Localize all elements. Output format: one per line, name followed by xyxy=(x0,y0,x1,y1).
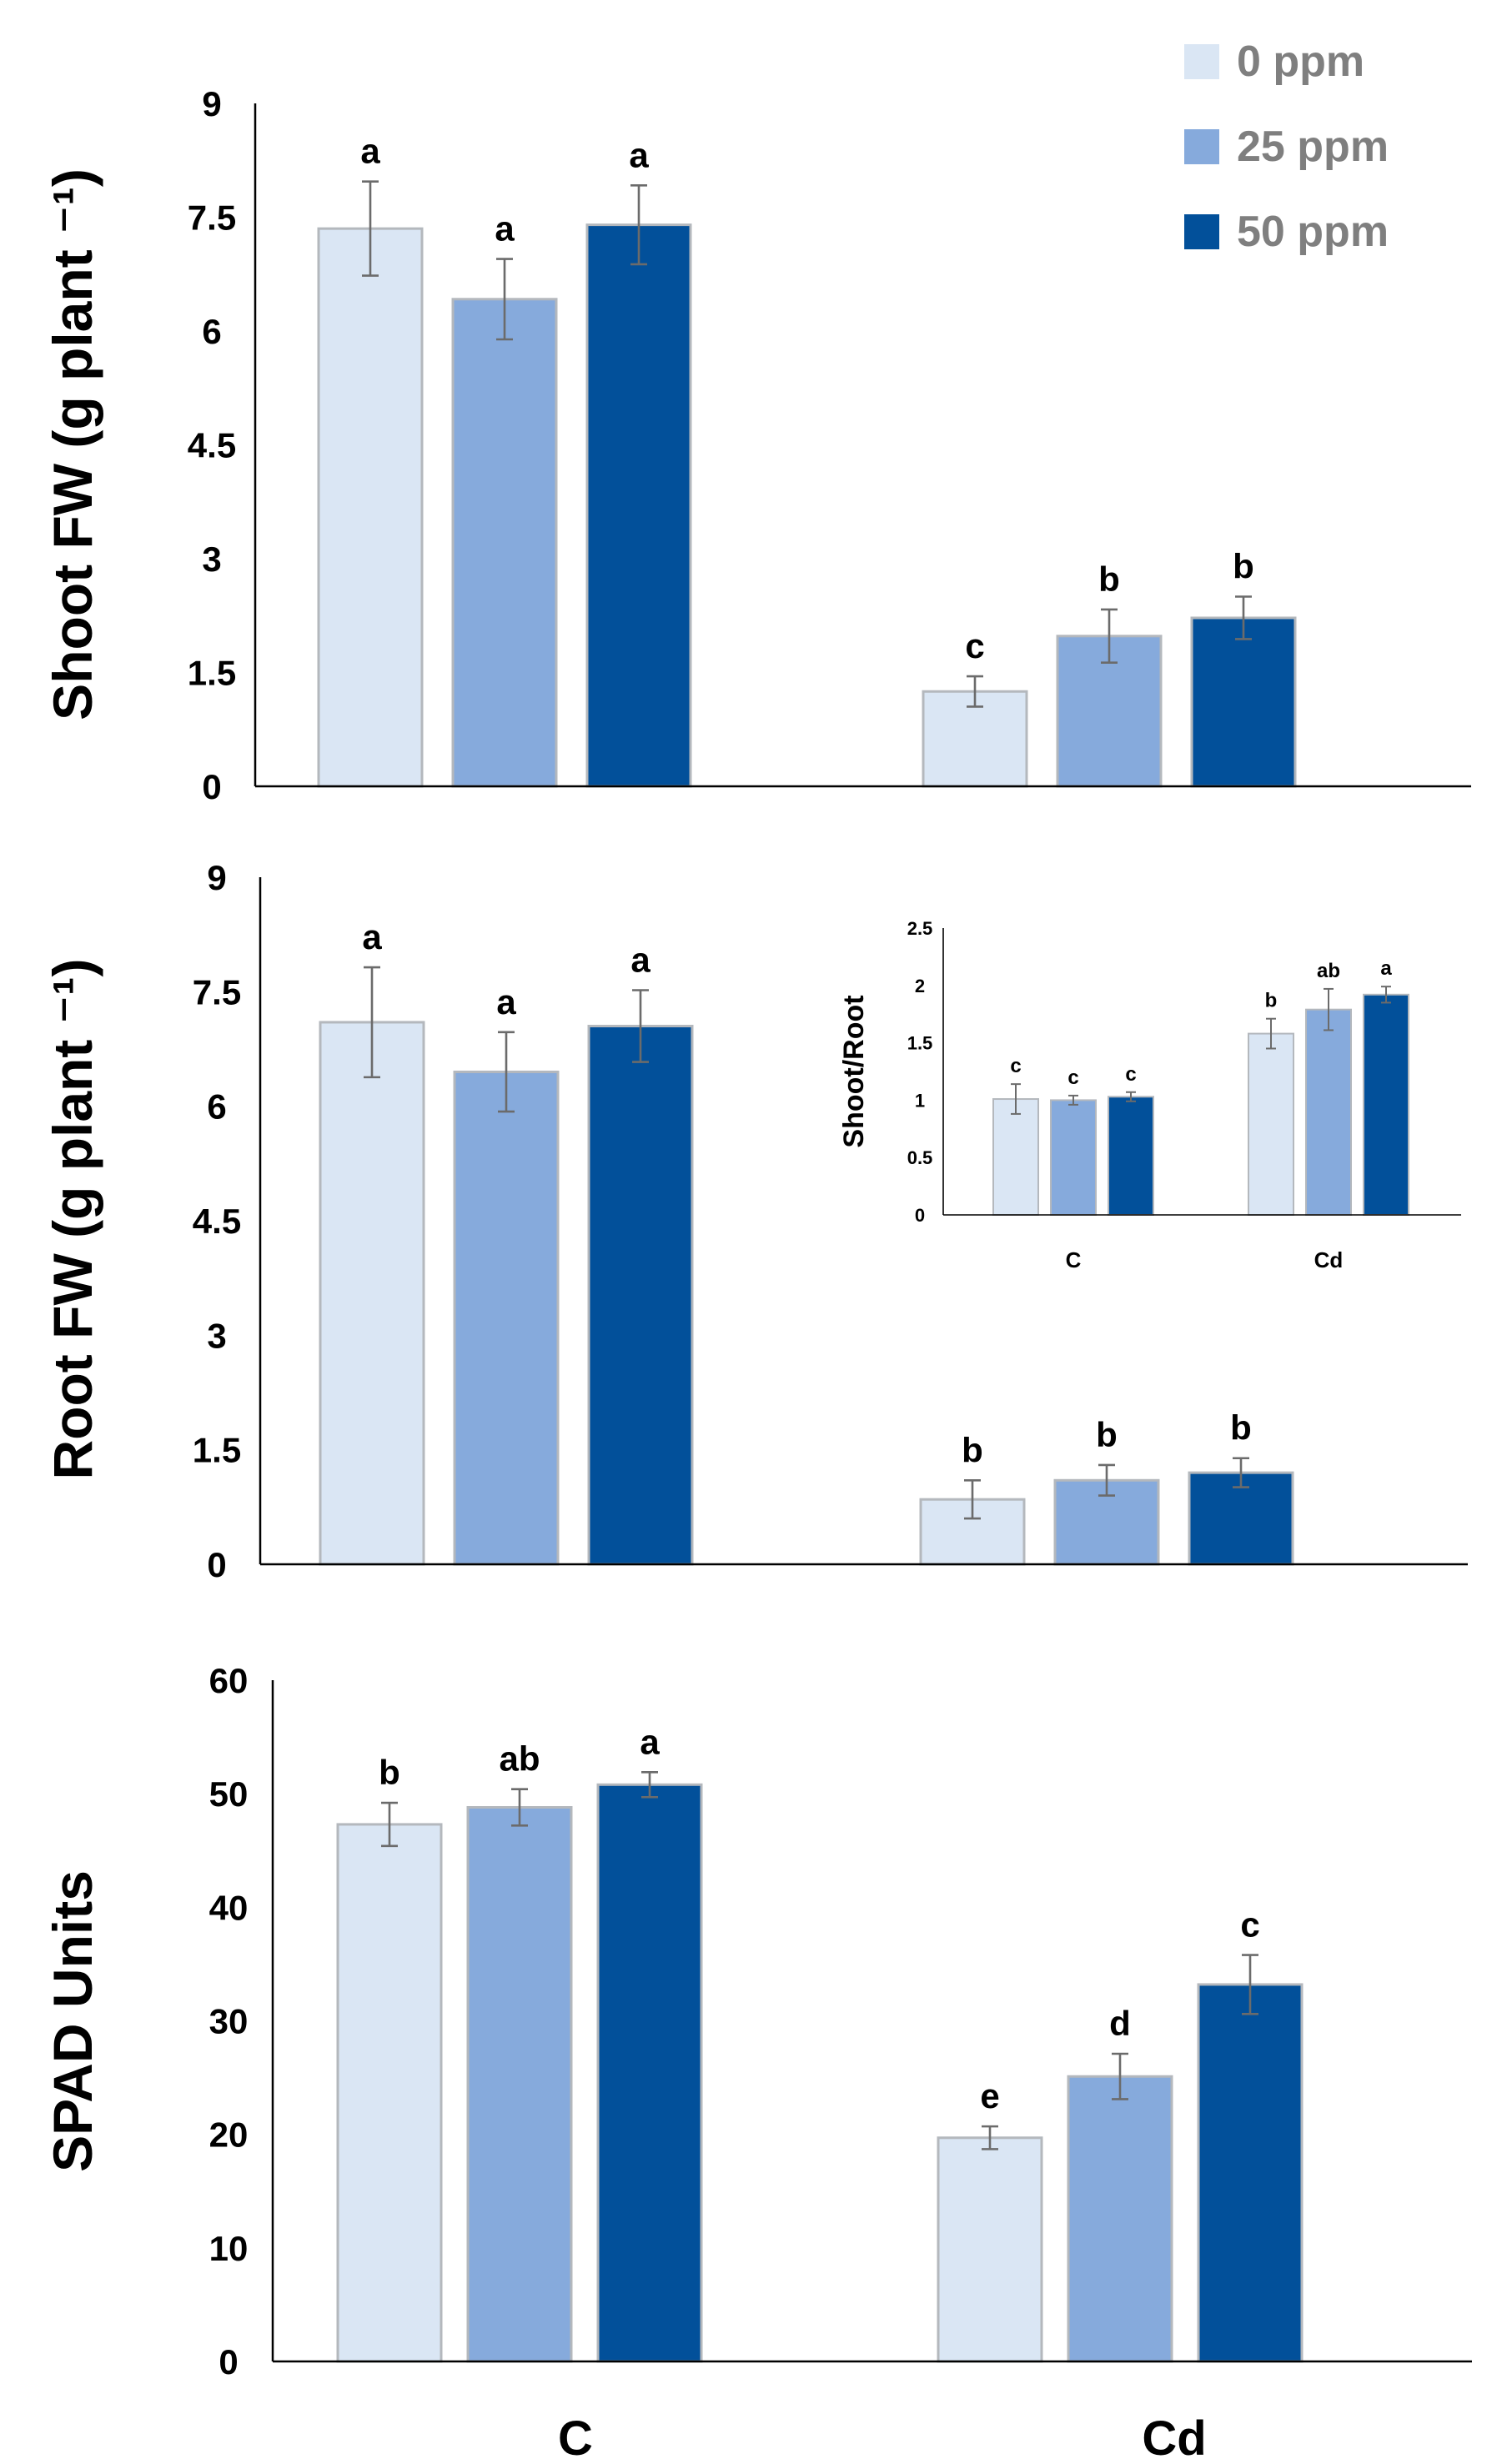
inset-bar-0ppm-Cd xyxy=(1248,1032,1294,1217)
spad-units-chart: SPAD Units 0 10 20 30 40 50 60 b e ab d a c xyxy=(42,1661,1472,2381)
inset-y-axis-label: Shoot/Root xyxy=(838,995,870,1147)
root-y-tick-label: 0 xyxy=(207,1545,226,1584)
inset-y-tick-label: 2.5 xyxy=(907,918,933,939)
inset-y-tick-label: 1 xyxy=(915,1090,925,1111)
root-y-tick-label: 1.5 xyxy=(193,1431,241,1470)
category-label-c: C xyxy=(558,2411,593,2464)
root-bar-50ppm-C xyxy=(587,1025,694,1566)
root-y-tick-label: 4.5 xyxy=(193,1202,241,1241)
spad-y-tick-label: 10 xyxy=(209,2229,249,2268)
shoot-y-tick-label: 1.5 xyxy=(188,654,236,693)
inset-x-category-label: Cd xyxy=(1314,1247,1344,1272)
shoot-y-axis-label: Shoot FW (g plant ⁻¹) xyxy=(42,168,103,720)
inset-bar-50ppm-C xyxy=(1108,1096,1154,1216)
spad-bar-25ppm-Cd xyxy=(1067,2075,1173,2363)
shoot-y-tick-label: 4.5 xyxy=(188,426,236,465)
spad-y-axis-label: SPAD Units xyxy=(42,1870,103,2172)
spad-bar-0ppm-C xyxy=(336,1823,443,2363)
spad-significance-letter: d xyxy=(1109,2004,1131,2043)
spad-y-tick-label: 50 xyxy=(209,1774,249,1814)
root-significance-letter: b xyxy=(962,1430,983,1469)
legend-label-0: 0 ppm xyxy=(1237,38,1364,86)
shoot-y-tick-label: 6 xyxy=(202,312,221,351)
root-significance-letter: a xyxy=(362,917,382,956)
shoot-y-tick-label: 3 xyxy=(202,539,221,579)
spad-y-tick-label: 0 xyxy=(219,2342,238,2381)
shoot-root-ratio-inset-chart: Shoot/Root 0 0.5 1 1.5 2 2.5 c b c ab c a C Cd xyxy=(838,918,1461,1272)
shoot-significance-letter: c xyxy=(965,626,984,665)
root-bar-25ppm-C xyxy=(453,1070,560,1566)
shoot-significance-letter: a xyxy=(495,209,515,248)
shoot-bar-25ppm-C xyxy=(451,298,558,788)
shoot-significance-letter: a xyxy=(360,132,380,171)
inset-significance-letter: c xyxy=(1010,1055,1021,1077)
shoot-y-tick-label: 0 xyxy=(202,767,221,806)
legend-label-2: 50 ppm xyxy=(1237,208,1389,256)
root-y-tick-label: 9 xyxy=(207,858,226,897)
root-y-tick-label: 7.5 xyxy=(193,972,241,1011)
spad-significance-letter: a xyxy=(640,1722,660,1761)
root-y-axis-label: Root FW (g plant ⁻¹) xyxy=(42,959,103,1480)
root-significance-letter: a xyxy=(496,982,516,1021)
shoot-significance-letter: b xyxy=(1233,547,1254,586)
shoot-y-tick-label: 9 xyxy=(202,84,221,123)
spad-bar-25ppm-C xyxy=(466,1806,573,2363)
shoot-significance-letter: a xyxy=(629,135,649,174)
category-label-cd: Cd xyxy=(1142,2411,1206,2464)
inset-y-tick-label: 0.5 xyxy=(907,1147,933,1168)
bottom-category-labels: C Cd xyxy=(558,2411,1207,2464)
inset-y-tick-label: 2 xyxy=(915,976,925,996)
shoot-bar-50ppm-Cd xyxy=(1190,616,1297,788)
legend-swatch-2 xyxy=(1184,214,1219,249)
inset-bar-25ppm-Cd xyxy=(1305,1008,1352,1217)
inset-significance-letter: c xyxy=(1067,1066,1078,1089)
spad-y-tick-label: 30 xyxy=(209,2002,249,2041)
inset-bar-50ppm-Cd xyxy=(1363,993,1409,1216)
inset-bar-25ppm-C xyxy=(1050,1099,1097,1217)
spad-y-tick-label: 40 xyxy=(209,1888,249,1927)
inset-x-category-label: C xyxy=(1066,1247,1082,1272)
shoot-significance-letter: b xyxy=(1098,560,1120,599)
inset-significance-letter: c xyxy=(1125,1063,1136,1086)
root-significance-letter: b xyxy=(1230,1408,1252,1448)
legend-swatch-0 xyxy=(1184,44,1219,79)
inset-bar-0ppm-C xyxy=(992,1098,1039,1217)
inset-significance-letter: b xyxy=(1265,990,1278,1012)
inset-significance-letter: ab xyxy=(1317,960,1340,982)
spad-significance-letter: e xyxy=(980,2076,999,2115)
legend-label-1: 25 ppm xyxy=(1237,123,1389,171)
shoot-y-tick-label: 7.5 xyxy=(188,198,236,238)
spad-significance-letter: ab xyxy=(499,1739,540,1779)
inset-significance-letter: a xyxy=(1380,957,1392,980)
spad-bar-50ppm-Cd xyxy=(1197,1983,1304,2363)
shoot-bar-0ppm-C xyxy=(317,227,424,788)
spad-significance-letter: b xyxy=(379,1753,400,1792)
inset-y-tick-label: 1.5 xyxy=(907,1033,933,1054)
spad-bar-50ppm-C xyxy=(596,1783,703,2363)
spad-bar-0ppm-Cd xyxy=(937,2136,1043,2363)
inset-y-tick-label: 0 xyxy=(915,1205,925,1226)
legend: 0 ppm 25 ppm 50 ppm xyxy=(1184,38,1389,256)
spad-y-tick-label: 60 xyxy=(209,1661,249,1700)
spad-significance-letter: c xyxy=(1240,1905,1259,1945)
shoot-bar-50ppm-C xyxy=(585,223,692,788)
root-y-tick-label: 3 xyxy=(207,1316,226,1355)
spad-y-tick-label: 20 xyxy=(209,2115,249,2155)
root-significance-letter: b xyxy=(1096,1415,1118,1454)
root-significance-letter: a xyxy=(630,941,651,980)
root-bar-0ppm-C xyxy=(319,1021,425,1566)
root-y-tick-label: 6 xyxy=(207,1087,226,1127)
legend-swatch-1 xyxy=(1184,129,1219,164)
shoot-fw-chart: Shoot FW (g plant ⁻¹) 0 1.5 3 4.5 6 7.5 9 a c a b a b xyxy=(42,84,1471,806)
